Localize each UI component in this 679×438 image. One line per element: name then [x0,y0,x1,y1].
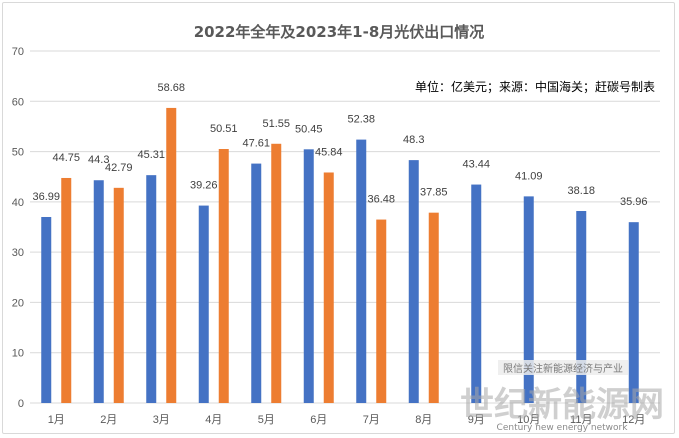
bar-s0-8 [471,184,482,403]
data-label-s0-9: 41.09 [515,170,543,182]
data-label-s1-0: 44.75 [52,152,80,164]
y-tick-label: 10 [12,348,24,360]
y-tick-label: 50 [12,147,24,159]
data-label-s0-8: 43.44 [462,159,490,171]
y-tick-label: 20 [12,297,24,309]
x-tick-label: 9月 [468,414,485,426]
bar-s0-2 [146,175,157,403]
x-tick-label: 1月 [48,414,65,426]
watermark-band [498,360,628,375]
bar-s1-5 [323,172,334,403]
data-label-s0-11: 35.96 [620,196,648,208]
bar-s1-0 [61,177,72,403]
bar-s1-3 [218,149,229,403]
data-label-s0-5: 50.45 [295,123,323,135]
data-label-s1-5: 45.84 [315,146,343,158]
x-tick-label: 12月 [622,414,645,426]
watermark-line2: 世纪新能源网 [460,385,664,425]
data-label-s0-3: 39.26 [190,180,218,192]
bar-s0-5 [303,149,314,403]
bar-s1-6 [376,219,387,403]
bar-s0-11 [628,222,639,403]
watermark: 限信关注新能源经济与产业 世纪新能源网 Century new energy n… [460,360,664,433]
data-label-s0-1: 44.3 [88,154,109,166]
bar-s0-10 [576,211,587,403]
y-tick-label: 40 [12,197,24,209]
data-label-s0-10: 38.18 [567,185,595,197]
bar-s0-0 [41,216,52,403]
x-tick-label: 3月 [153,414,170,426]
bar-s0-9 [523,196,534,403]
bar-s1-1 [113,187,124,403]
bar-s1-7 [428,212,439,403]
x-tick-label: 5月 [258,414,275,426]
y-tick-label: 30 [12,247,24,259]
x-axis: 1月 2月 3月 4月 5月 6月 7月 8月 9月 10月 11月 12月 [48,414,646,426]
data-label-s1-7: 37.85 [420,187,448,199]
bar-s0-3 [198,205,209,403]
data-label-s0-4: 47.61 [242,138,270,150]
x-tick-label: 2月 [100,414,117,426]
data-label-s1-2: 58.68 [157,82,185,94]
y-tick-label: 60 [12,96,24,108]
data-label-s0-7: 48.3 [403,134,424,146]
x-tick-label: 8月 [415,414,432,426]
watermark-line3: Century new energy network [497,423,629,433]
data-label-s0-6: 52.38 [347,114,375,126]
y-tick-label: 70 [12,46,24,58]
bar-s0-1 [93,180,104,403]
x-tick-label: 6月 [310,414,327,426]
data-label-s1-6: 36.48 [367,194,395,206]
bar-s0-7 [408,160,419,403]
y-axis: 0 10 20 30 40 50 60 70 [12,46,24,410]
chart-title: 2022年全年及2023年1-8月光伏出口情况 [194,23,485,41]
x-tick-label: 7月 [363,414,380,426]
x-tick-label: 10月 [517,414,540,426]
grid-lines [30,50,660,404]
bar-s1-2 [166,107,177,403]
watermark-line1: 限信关注新能源经济与产业 [503,362,623,375]
data-label-s0-0: 36.99 [32,191,60,203]
y-tick-label: 0 [18,398,24,410]
x-tick-label: 4月 [205,414,222,426]
data-label-s1-3: 50.51 [210,123,238,135]
x-tick-label: 11月 [570,414,592,426]
bar-s0-4 [251,163,262,403]
bar-s1-4 [271,143,282,403]
data-label-s1-1: 42.79 [105,162,133,174]
data-label-s1-4: 51.55 [262,118,290,130]
data-labels: 36.99 44.75 44.342.79 45.31 58.68 39.26 50.51 4… [32,82,647,208]
bars [41,107,639,403]
data-label-s0-2: 45.31 [137,149,165,161]
bar-s0-6 [356,139,367,403]
chart-annotation: 单位：亿美元；来源：中国海关；赶碳号制表 [415,79,655,94]
